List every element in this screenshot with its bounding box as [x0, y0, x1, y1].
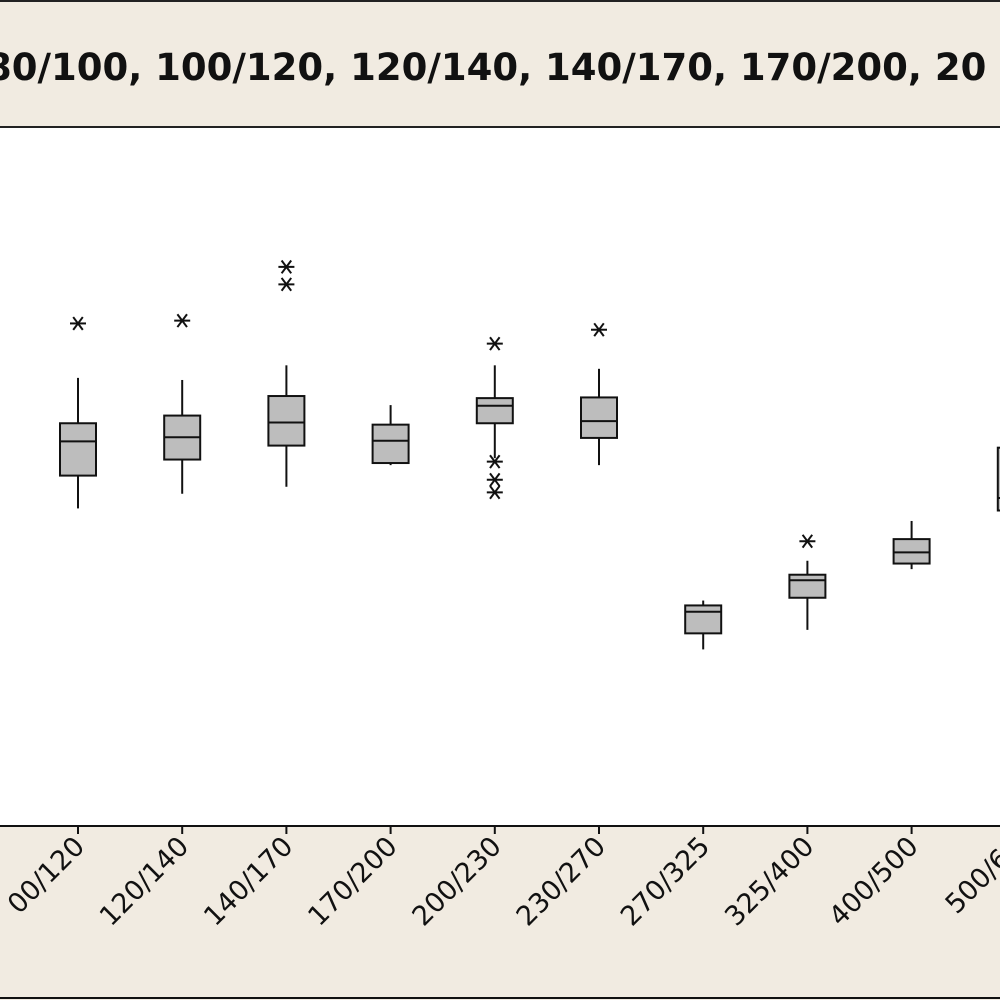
plot-area: [0, 128, 1000, 826]
box-cat-4: [475, 397, 514, 425]
x-tick-label: 00/120: [2, 831, 91, 920]
box-cat-6: [684, 604, 723, 635]
box-cat-7: [788, 573, 827, 599]
outlier-marker: [486, 336, 503, 351]
x-tick-label: 140/170: [198, 831, 299, 932]
box-cat-8: [892, 538, 931, 565]
x-tick-label: 200/230: [407, 831, 508, 932]
outlier-marker: [591, 322, 607, 337]
box-cat-9: [996, 446, 1000, 512]
outlier-marker: [799, 534, 816, 549]
x-tick-label: 500/60: [940, 831, 1000, 920]
x-tick-label: 400/500: [823, 831, 924, 932]
outlier-marker: [278, 277, 295, 292]
x-tick-label: 170/200: [302, 831, 403, 932]
x-tick-label: 270/325: [615, 831, 716, 932]
outlier-marker: [70, 316, 86, 331]
title-band: 80/100, 100/120, 120/140, 140/170, 170/2…: [0, 0, 1000, 128]
outlier-marker: [486, 454, 503, 469]
outlier-marker: [174, 313, 191, 328]
chart-title: 80/100, 100/120, 120/140, 140/170, 170/2…: [0, 46, 987, 89]
box-cat-5: [580, 396, 618, 439]
x-tick-label: 230/270: [511, 831, 612, 932]
outlier-marker: [278, 259, 295, 274]
x-tick-label: 120/140: [94, 831, 195, 932]
outlier-marker: [486, 472, 503, 487]
box-cat-0: [59, 422, 97, 477]
x-tick-label: 325/400: [719, 831, 820, 932]
box-cat-3: [371, 423, 410, 465]
box-cat-2: [267, 395, 306, 447]
outlier-marker: [486, 485, 503, 500]
